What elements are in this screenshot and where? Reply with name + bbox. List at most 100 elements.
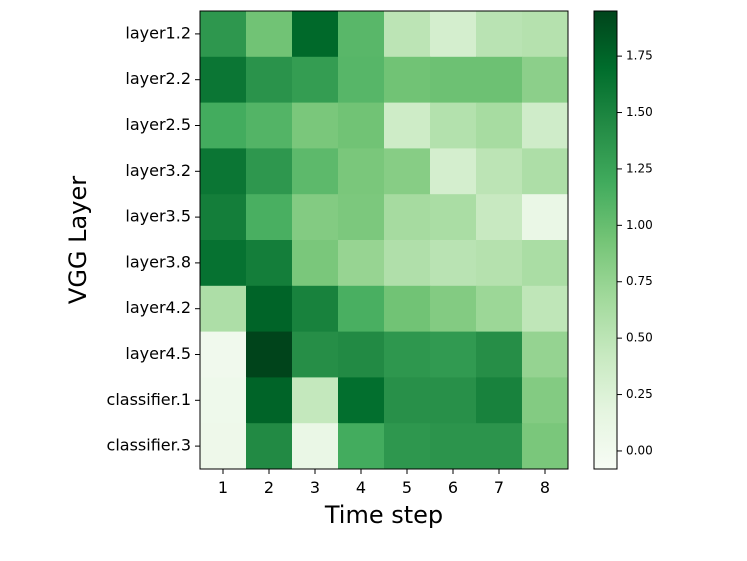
y-tick-label: layer2.2 [125, 69, 191, 88]
y-tick-label: layer4.2 [125, 298, 191, 317]
colorbar-tick-label: 0.75 [626, 274, 653, 288]
heatmap-cell [522, 240, 569, 287]
heatmap-cell [292, 377, 339, 424]
colorbar-tick-label: 0.25 [626, 387, 653, 401]
heatmap-cell [522, 423, 569, 470]
heatmap-cell [476, 377, 523, 424]
colorbar-tick-label: 1.75 [626, 49, 653, 63]
heatmap-cell [246, 194, 293, 241]
plot-frame [199, 10, 569, 470]
heatmap-cell [476, 56, 523, 104]
colorbar-tick-label: 1.25 [626, 161, 653, 175]
heatmap-cell [246, 56, 293, 104]
y-axis: layer1.2 layer2.2 layer2.5 layer3.2 layer3.5… [107, 23, 200, 455]
heatmap-cell [338, 194, 385, 241]
heatmap-cell [476, 148, 523, 195]
heatmap-cell [430, 194, 477, 241]
heatmap-cell [338, 148, 385, 195]
heatmap-cell [522, 11, 569, 58]
x-tick-label: 2 [264, 478, 274, 497]
heatmap-cell [384, 56, 431, 104]
y-tick-label: layer3.8 [125, 252, 191, 271]
heatmap-cell [292, 285, 339, 333]
heatmap-cell [522, 56, 569, 104]
x-tick-label: 6 [448, 478, 458, 497]
colorbar-tick-label: 0.50 [626, 331, 653, 345]
heatmap-cell [430, 285, 477, 333]
heatmap-cell [430, 11, 477, 58]
heatmap-cell [292, 240, 339, 287]
x-axis: 1 2 3 4 5 6 7 8 [218, 469, 550, 497]
colorbar-tick-label: 1.50 [626, 105, 653, 119]
heatmap-cell [522, 377, 569, 424]
heatmap-cell [384, 194, 431, 241]
colorbar-tick-label: 0.00 [626, 443, 653, 457]
heatmap-cell [338, 240, 385, 287]
y-tick-label: layer4.5 [125, 344, 191, 363]
heatmap-cell [292, 11, 339, 58]
y-tick-label: classifier.3 [107, 436, 191, 455]
heatmap-cell [522, 331, 569, 378]
heatmap-cell [522, 285, 569, 333]
y-tick-label: layer3.5 [125, 207, 191, 226]
x-tick-label: 8 [540, 478, 550, 497]
heatmap-cell [246, 331, 293, 378]
heatmap-cell [246, 148, 293, 195]
x-tick-label: 1 [218, 478, 228, 497]
x-tick-label: 7 [494, 478, 504, 497]
heatmap-cell [200, 56, 247, 104]
heatmap-cell [292, 194, 339, 241]
heatmap-cell [200, 331, 247, 378]
heatmap-cell [430, 148, 477, 195]
heatmap-cell [430, 102, 477, 149]
heatmap-cell [338, 285, 385, 333]
y-axis-title: VGG Layer [64, 176, 92, 304]
heatmap-cell [476, 423, 523, 470]
heatmap-cell [200, 194, 247, 241]
heatmap-cell [292, 148, 339, 195]
heatmap-cell [200, 285, 247, 333]
heatmap-cell [384, 102, 431, 149]
heatmap-cell [430, 377, 477, 424]
colorbar: 0.00 0.25 0.50 0.75 1.00 1.25 1.50 1.75 [593, 10, 653, 470]
y-tick-label: layer1.2 [125, 23, 191, 42]
heatmap-cell [430, 423, 477, 470]
heatmap-cell [292, 102, 339, 149]
heatmap-cell [522, 194, 569, 241]
y-tick-label: layer3.2 [125, 161, 191, 180]
x-tick-label: 3 [310, 478, 320, 497]
heatmap-cell [292, 423, 339, 470]
heatmap-cells [200, 11, 569, 470]
heatmap-cell [476, 11, 523, 58]
heatmap-cell [430, 331, 477, 378]
y-tick-label: layer2.5 [125, 115, 191, 134]
heatmap-cell [384, 240, 431, 287]
heatmap-cell [246, 102, 293, 149]
heatmap-cell [246, 11, 293, 58]
heatmap-cell [476, 194, 523, 241]
colorbar-ticks: 0.00 0.25 0.50 0.75 1.00 1.25 1.50 1.75 [617, 49, 653, 457]
heatmap-cell [246, 285, 293, 333]
heatmap-cell [338, 102, 385, 149]
colorbar-gradient [593, 10, 618, 470]
heatmap-cell [384, 285, 431, 333]
x-tick-label: 5 [402, 478, 412, 497]
heatmap-cell [200, 240, 247, 287]
heatmap-cell [430, 240, 477, 287]
heatmap-cell [246, 423, 293, 470]
colorbar-tick-label: 1.00 [626, 218, 653, 232]
heatmap-cell [384, 331, 431, 378]
heatmap-cell [476, 285, 523, 333]
heatmap-cell [384, 423, 431, 470]
heatmap-cell [338, 331, 385, 378]
y-tick-label: classifier.1 [107, 390, 191, 409]
x-tick-label: 4 [356, 478, 366, 497]
heatmap-cell [246, 240, 293, 287]
x-axis-title: Time step [324, 501, 443, 529]
heatmap-cell [384, 377, 431, 424]
heatmap-cell [200, 148, 247, 195]
heatmap-cell [522, 102, 569, 149]
heatmap-cell [430, 56, 477, 104]
heatmap-cell [476, 102, 523, 149]
